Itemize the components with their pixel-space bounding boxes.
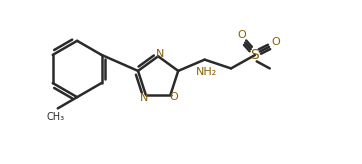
Text: O: O bbox=[169, 92, 178, 102]
Text: O: O bbox=[272, 37, 281, 47]
Text: S: S bbox=[251, 48, 259, 62]
Text: N: N bbox=[156, 49, 164, 59]
Text: CH₃: CH₃ bbox=[47, 112, 65, 122]
Text: O: O bbox=[237, 30, 246, 40]
Text: NH₂: NH₂ bbox=[196, 67, 217, 77]
Text: N: N bbox=[140, 93, 148, 103]
